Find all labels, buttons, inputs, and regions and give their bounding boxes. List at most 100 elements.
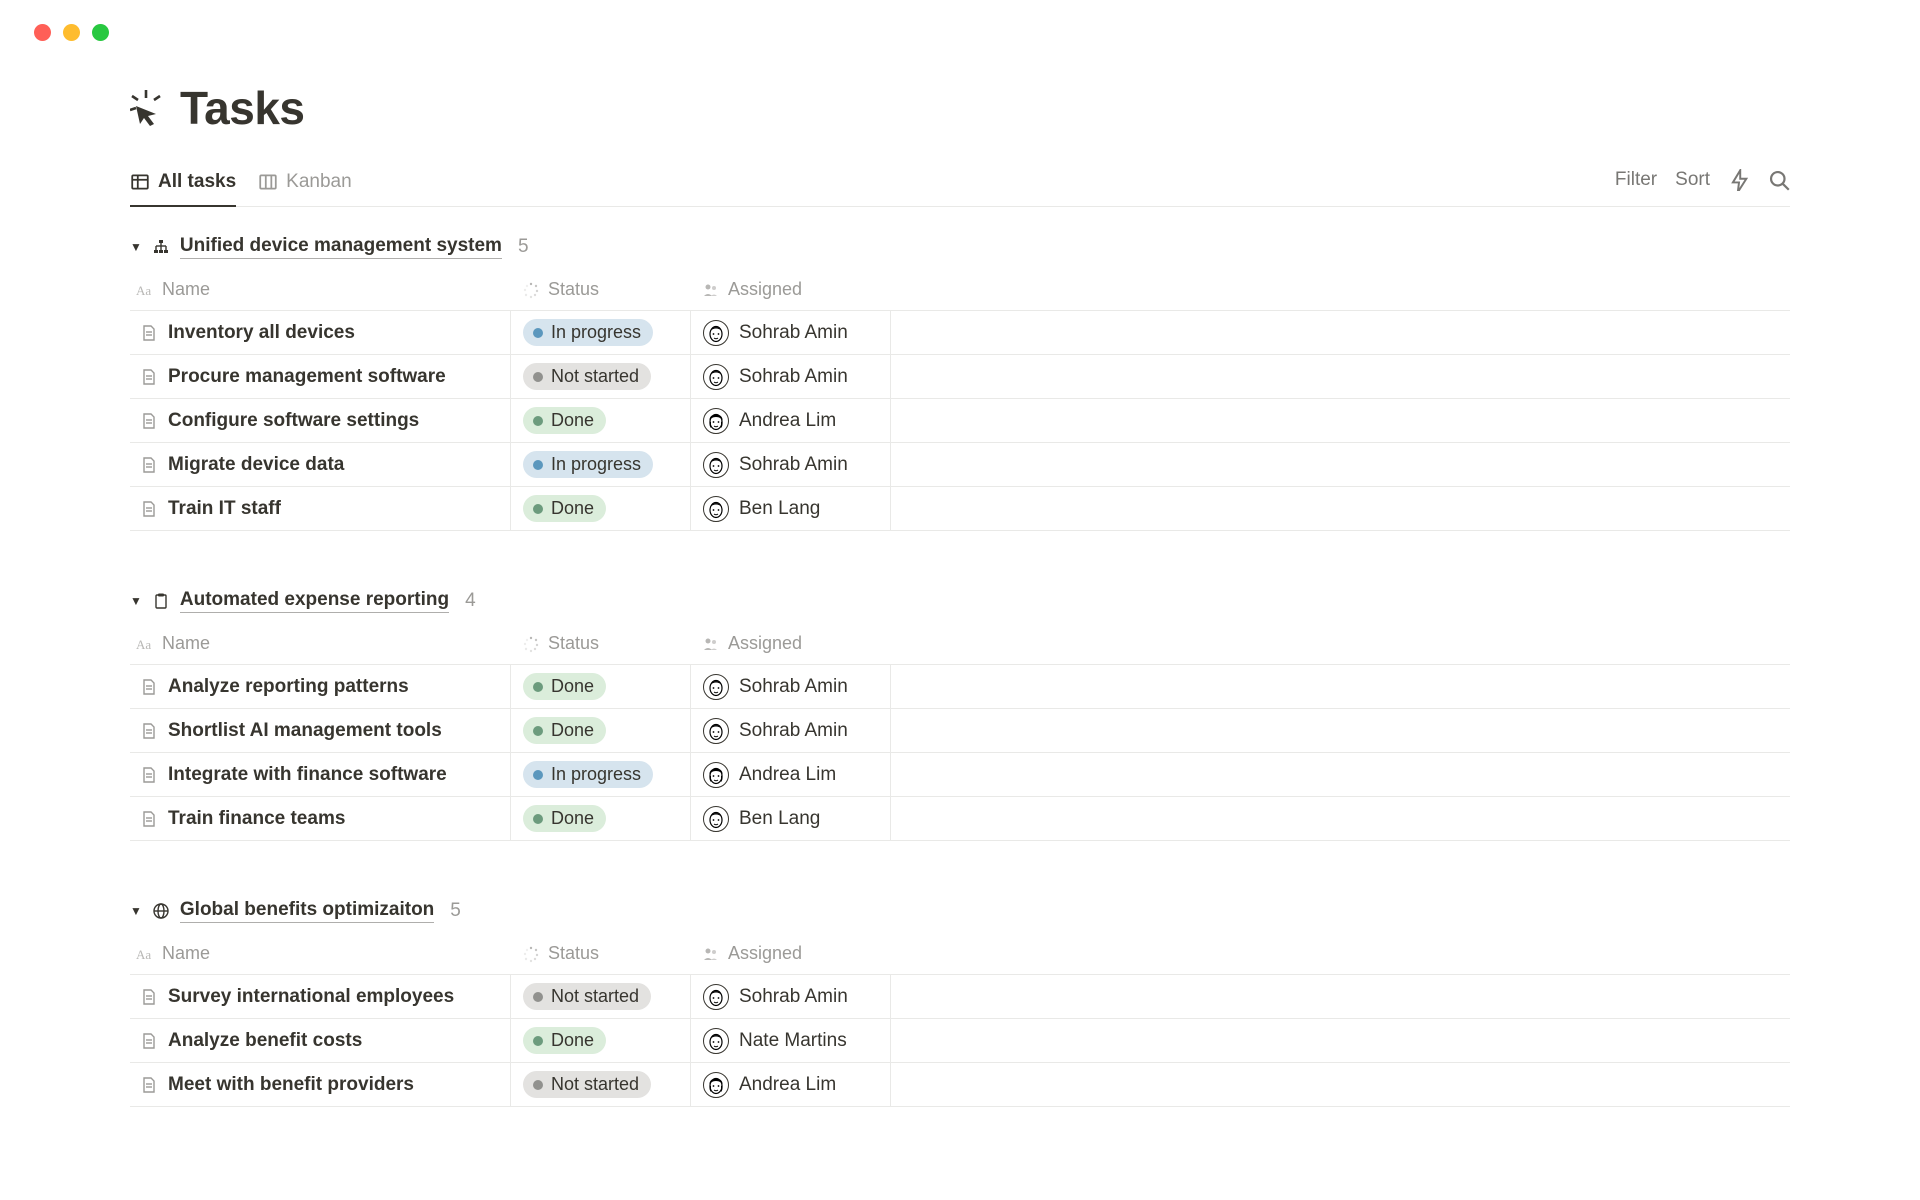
- task-row[interactable]: Configure software settings Done Andrea Li…: [130, 399, 1790, 443]
- task-name-cell[interactable]: Migrate device data: [130, 454, 510, 476]
- task-row[interactable]: Train IT staff DoneBen Lang: [130, 487, 1790, 531]
- task-status-cell[interactable]: Not started: [510, 1063, 690, 1106]
- task-name-cell[interactable]: Analyze benefit costs: [130, 1030, 510, 1052]
- column-status[interactable]: Status: [510, 943, 690, 964]
- task-assigned-cell[interactable]: Sohrab Amin: [690, 975, 890, 1018]
- page-icon: [140, 722, 158, 740]
- task-row[interactable]: Train finance teams Done Ben Lang: [130, 797, 1790, 841]
- page-icon: [140, 810, 158, 828]
- task-assigned-cell[interactable]: Sohrab Amin: [690, 709, 890, 752]
- task-row[interactable]: Integrate with finance softwareIn progre…: [130, 753, 1790, 797]
- task-assigned-cell[interactable]: Andrea Lim: [690, 1063, 890, 1106]
- task-name-cell[interactable]: Inventory all devices: [130, 322, 510, 344]
- task-status-cell[interactable]: In progress: [510, 311, 690, 354]
- task-name-cell[interactable]: Analyze reporting patterns: [130, 676, 510, 698]
- cursor-click-icon: [130, 90, 166, 126]
- task-row[interactable]: Analyze benefit costsDoneNate Martins: [130, 1019, 1790, 1063]
- task-status-cell[interactable]: In progress: [510, 753, 690, 796]
- task-assigned-cell[interactable]: Ben Lang: [690, 797, 890, 840]
- collapse-toggle-icon[interactable]: ▼: [130, 904, 142, 918]
- group-name[interactable]: Unified device management system: [180, 235, 502, 259]
- status-label: Done: [551, 676, 594, 697]
- status-label: Done: [551, 808, 594, 829]
- column-name[interactable]: Name: [130, 943, 510, 964]
- task-name-cell[interactable]: Shortlist AI management tools: [130, 720, 510, 742]
- task-row[interactable]: Survey international employeesNot starte…: [130, 975, 1790, 1019]
- task-name-cell[interactable]: Procure management software: [130, 366, 510, 388]
- task-name-cell[interactable]: Meet with benefit providers: [130, 1074, 510, 1096]
- task-status-cell[interactable]: Done: [510, 797, 690, 840]
- column-name[interactable]: Name: [130, 633, 510, 654]
- task-row[interactable]: Shortlist AI management tools Done Sohrab …: [130, 709, 1790, 753]
- task-status-cell[interactable]: Done: [510, 665, 690, 708]
- task-assigned-cell[interactable]: Sohrab Amin: [690, 443, 890, 486]
- close-window-button[interactable]: [34, 24, 51, 41]
- task-assigned-cell[interactable]: Sohrab Amin: [690, 311, 890, 354]
- automations-icon[interactable]: [1728, 169, 1750, 191]
- filter-button[interactable]: Filter: [1615, 169, 1657, 191]
- minimize-window-button[interactable]: [63, 24, 80, 41]
- task-status-cell[interactable]: Done: [510, 399, 690, 442]
- task-assigned-cell[interactable]: Ben Lang: [690, 487, 890, 530]
- status-label: Done: [551, 410, 594, 431]
- task-status-cell[interactable]: Done: [510, 1019, 690, 1062]
- task-status-cell[interactable]: Done: [510, 709, 690, 752]
- task-name-cell[interactable]: Train IT staff: [130, 498, 510, 520]
- task-name-cell[interactable]: Train finance teams: [130, 808, 510, 830]
- column-assigned[interactable]: Assigned: [690, 943, 1790, 964]
- task-status-cell[interactable]: Not started: [510, 355, 690, 398]
- column-label: Status: [548, 633, 599, 654]
- status-label: In progress: [551, 322, 641, 343]
- column-assigned[interactable]: Assigned: [690, 633, 1790, 654]
- group-header[interactable]: ▼Automated expense reporting4: [130, 589, 1790, 613]
- task-assigned-cell[interactable]: Nate Martins: [690, 1019, 890, 1062]
- avatar: [703, 762, 729, 788]
- task-name-cell[interactable]: Configure software settings: [130, 410, 510, 432]
- page-icon: [140, 500, 158, 518]
- task-assigned-cell[interactable]: Sohrab Amin: [690, 355, 890, 398]
- task-assigned-cell[interactable]: Andrea Lim: [690, 399, 890, 442]
- task-name-cell[interactable]: Survey international employees: [130, 986, 510, 1008]
- empty-cell: [890, 1019, 1790, 1062]
- task-row[interactable]: Meet with benefit providersNot startedAn…: [130, 1063, 1790, 1107]
- task-assigned-cell[interactable]: Andrea Lim: [690, 753, 890, 796]
- maximize-window-button[interactable]: [92, 24, 109, 41]
- group-header[interactable]: ▼Unified device management system5: [130, 235, 1790, 259]
- assignee-name: Andrea Lim: [739, 410, 836, 432]
- text-property-icon: [136, 635, 154, 653]
- column-assigned[interactable]: Assigned: [690, 279, 1790, 300]
- group-header[interactable]: ▼Global benefits optimizaiton5: [130, 899, 1790, 923]
- tab-all-tasks[interactable]: All tasks: [130, 163, 236, 207]
- column-name[interactable]: Name: [130, 279, 510, 300]
- task-group: ▼Automated expense reporting4NameStatusA…: [130, 589, 1790, 841]
- task-status-cell[interactable]: In progress: [510, 443, 690, 486]
- column-label: Assigned: [728, 633, 802, 654]
- group-name[interactable]: Automated expense reporting: [180, 589, 449, 613]
- sort-button[interactable]: Sort: [1675, 169, 1710, 191]
- task-row[interactable]: Analyze reporting patterns Done Sohrab Ami…: [130, 665, 1790, 709]
- avatar: [703, 1028, 729, 1054]
- task-name-cell[interactable]: Integrate with finance software: [130, 764, 510, 786]
- column-label: Name: [162, 943, 210, 964]
- task-row[interactable]: Migrate device dataIn progressSohrab Ami…: [130, 443, 1790, 487]
- column-status[interactable]: Status: [510, 279, 690, 300]
- status-label: Done: [551, 720, 594, 741]
- avatar-face-icon: [707, 410, 725, 432]
- task-assigned-cell[interactable]: Sohrab Amin: [690, 665, 890, 708]
- collapse-toggle-icon[interactable]: ▼: [130, 240, 142, 254]
- avatar-face-icon: [707, 322, 725, 344]
- group-name[interactable]: Global benefits optimizaiton: [180, 899, 434, 923]
- search-icon[interactable]: [1768, 169, 1790, 191]
- task-status-cell[interactable]: Done: [510, 487, 690, 530]
- tab-kanban[interactable]: Kanban: [258, 163, 352, 207]
- task-row[interactable]: Procure management softwareNot startedSo…: [130, 355, 1790, 399]
- task-name: Train IT staff: [168, 498, 281, 520]
- task-status-cell[interactable]: Not started: [510, 975, 690, 1018]
- task-row[interactable]: Inventory all devices In progress Sohrab A…: [130, 311, 1790, 355]
- page-icon: [140, 324, 158, 342]
- empty-cell: [890, 443, 1790, 486]
- status-badge: Done: [523, 673, 606, 700]
- collapse-toggle-icon[interactable]: ▼: [130, 594, 142, 608]
- column-status[interactable]: Status: [510, 633, 690, 654]
- page-icon: [140, 1076, 158, 1094]
